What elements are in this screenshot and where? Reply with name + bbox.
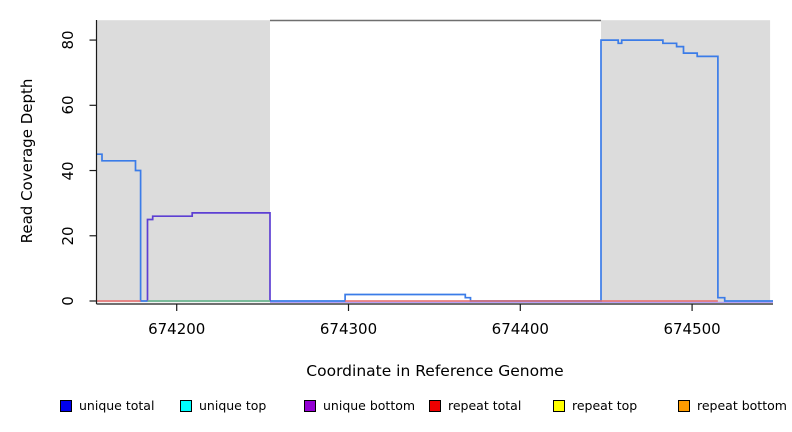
series-unique-total [97,39,773,302]
y-tick-label: 80 [59,30,77,50]
x-axis-title: Coordinate in Reference Genome [306,362,564,380]
legend-item-unique-bottom: unique bottom [304,397,415,414]
series-unique-bottom [146,212,271,301]
legend-swatch-unique-bottom [304,399,316,412]
legend-item-repeat-bottom: repeat bottom [678,397,787,414]
legend-label: repeat bottom [697,398,787,413]
x-tick-label: 674400 [491,320,549,338]
legend-item-unique-top: unique top [180,397,266,414]
legend-swatch-repeat-top [553,399,565,412]
legend-label: unique bottom [323,398,416,413]
legend-item-repeat-top: repeat top [553,397,637,414]
legend-item-unique-total: unique total [60,397,154,414]
y-tick-label: 0 [59,296,77,306]
legend-label: repeat total [448,398,522,413]
x-tick-label: 674500 [663,320,721,338]
y-tick-label: 60 [59,95,77,115]
legend-swatch-repeat-total [429,399,441,412]
legend-swatch-repeat-bottom [678,399,690,412]
legend-item-repeat-total: repeat total [429,397,521,414]
legend-label: unique total [79,398,155,413]
repeat-region-right [601,20,771,303]
legend-swatch-unique-total [60,399,72,412]
y-tick-label: 20 [59,226,77,246]
legend-label: repeat top [572,398,638,413]
y-tick-label: 40 [59,160,77,181]
legend-label: unique top [199,398,267,413]
x-tick-label: 674200 [148,320,206,338]
y-axis-title: Read Coverage Depth [18,78,36,244]
legend-swatch-unique-top [180,399,192,412]
x-tick-label: 674300 [319,320,378,338]
